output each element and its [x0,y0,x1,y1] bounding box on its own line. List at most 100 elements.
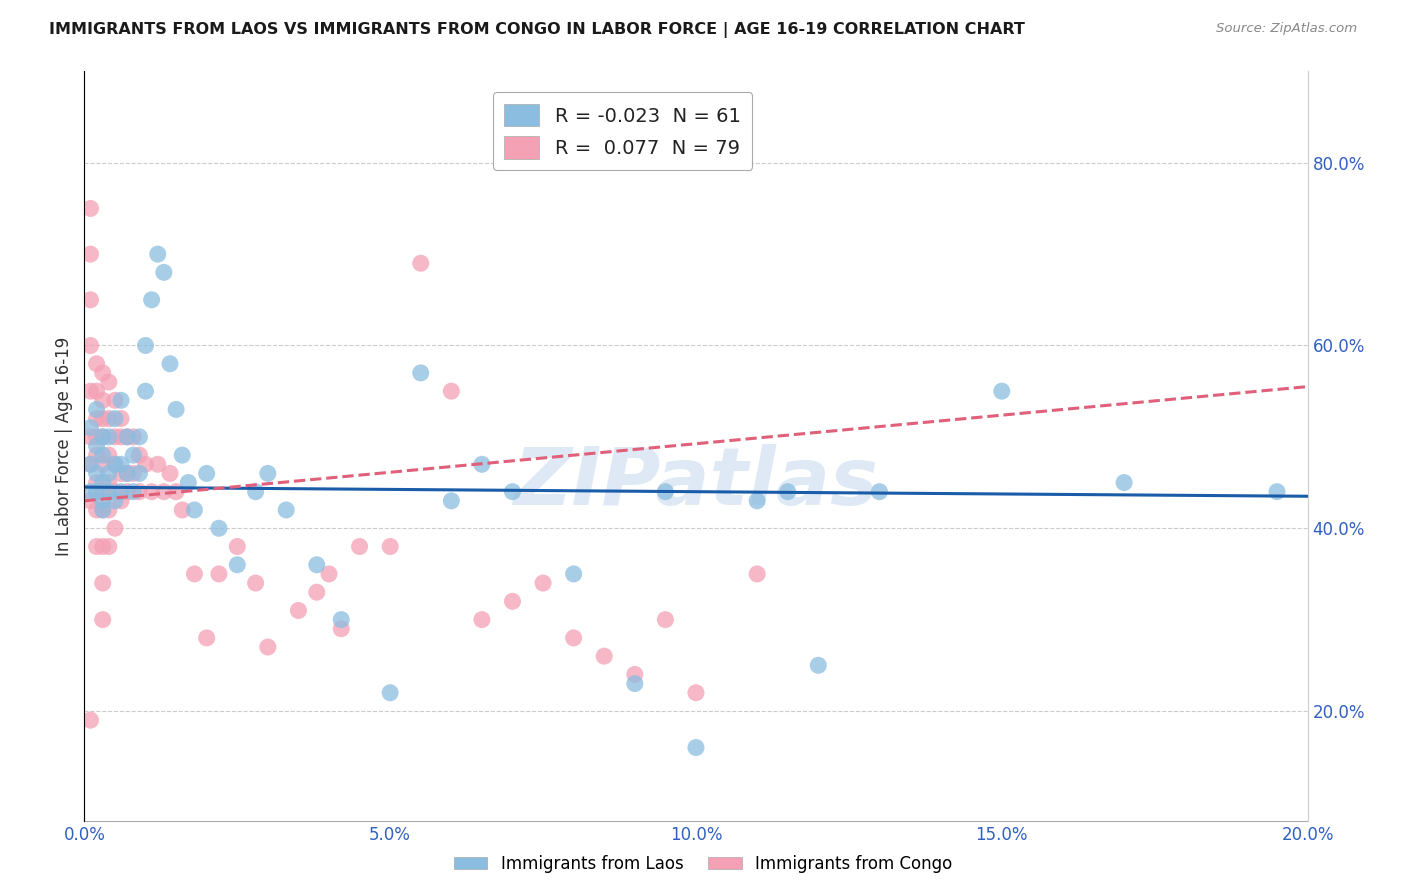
Point [128,448,150,462]
Point [330,622,353,636]
Point [624,667,647,681]
Point [153,265,176,279]
Point [79,247,101,261]
Point [380,540,402,554]
Point [91,475,114,490]
Point [86,475,108,490]
Point [654,484,676,499]
Point [91,430,114,444]
Point [195,467,218,481]
Point [97,540,120,554]
Point [79,713,101,727]
Point [86,411,108,425]
Point [115,430,138,444]
Point [104,457,127,471]
Point [86,384,108,399]
Text: IMMIGRANTS FROM LAOS VS IMMIGRANTS FROM CONGO IN LABOR FORCE | AGE 16-19 CORRELA: IMMIGRANTS FROM LAOS VS IMMIGRANTS FROM … [49,22,1025,38]
Point [115,484,138,499]
Point [91,457,114,471]
Point [91,540,114,554]
Point [86,484,108,499]
Point [135,338,157,352]
Point [97,448,120,462]
Point [91,484,114,499]
Point [86,540,108,554]
Point [79,421,101,435]
Point [128,467,150,481]
Point [104,493,127,508]
Point [562,566,585,581]
Point [122,430,145,444]
Point [440,384,463,399]
Point [593,649,616,664]
Text: ZIPatlas: ZIPatlas [513,444,879,523]
Point [128,430,150,444]
Point [128,484,150,499]
Point [172,448,194,462]
Point [104,484,127,499]
Point [110,457,132,471]
Point [110,484,132,499]
Y-axis label: In Labor Force | Age 16-19: In Labor Force | Age 16-19 [55,336,73,556]
Point [91,393,114,408]
Point [159,467,181,481]
Point [502,484,524,499]
Point [86,402,108,417]
Point [141,293,163,307]
Point [91,411,114,425]
Point [146,457,169,471]
Point [97,430,120,444]
Point [257,467,280,481]
Point [685,740,707,755]
Point [91,503,114,517]
Point [226,558,249,572]
Point [177,475,200,490]
Point [747,493,769,508]
Point [97,467,120,481]
Point [654,613,676,627]
Point [502,594,524,608]
Point [86,503,108,517]
Point [305,585,328,599]
Point [172,503,194,517]
Point [91,493,114,508]
Point [1114,475,1136,490]
Point [110,393,132,408]
Point [245,576,267,591]
Point [135,384,157,399]
Point [159,357,181,371]
Legend: Immigrants from Laos, Immigrants from Congo: Immigrants from Laos, Immigrants from Co… [447,848,959,880]
Point [110,467,132,481]
Point [97,475,120,490]
Point [330,613,353,627]
Point [471,613,494,627]
Point [208,566,231,581]
Point [991,384,1014,399]
Point [531,576,554,591]
Point [135,457,157,471]
Point [349,540,371,554]
Point [104,521,127,535]
Point [165,484,187,499]
Point [318,566,340,581]
Point [1265,484,1288,499]
Point [305,558,328,572]
Point [97,375,120,389]
Point [97,411,120,425]
Point [807,658,830,673]
Point [195,631,218,645]
Point [79,293,101,307]
Point [97,503,120,517]
Point [86,357,108,371]
Point [869,484,891,499]
Point [409,256,432,270]
Point [104,411,127,425]
Point [624,676,647,690]
Point [91,613,114,627]
Point [183,503,205,517]
Point [97,484,120,499]
Point [122,484,145,499]
Point [86,430,108,444]
Point [471,457,494,471]
Point [79,457,101,471]
